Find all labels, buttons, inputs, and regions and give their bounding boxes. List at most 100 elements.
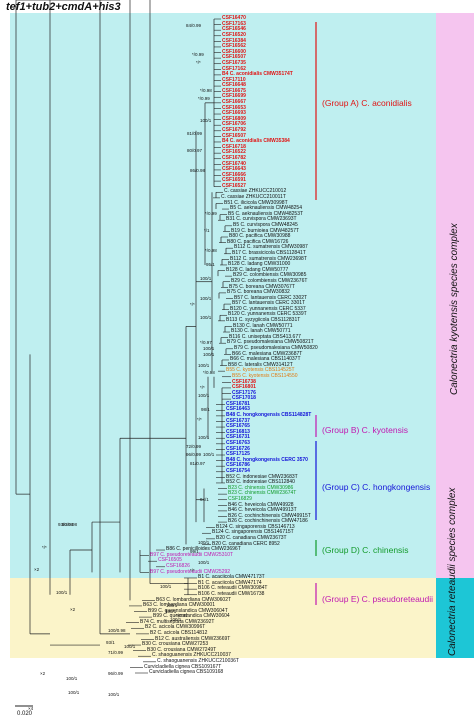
tip-label: B58 C. lateralis CMW31412T: [228, 361, 293, 368]
support-value: 100/1: [108, 692, 120, 697]
support-value: 93/1: [106, 640, 115, 645]
support-value: */*: [190, 568, 195, 573]
tip-label: B97 C. pseudoreteaudii CMW25310T: [150, 551, 234, 558]
tip-label: B63 C. lombardiana CMW30001: [143, 602, 215, 609]
support-value: */0.97: [176, 613, 188, 618]
tip-label: C. shaoguanensis ZHKUCC210036T: [157, 658, 239, 665]
tip-label: B124 C. singaporensis CBS146715T: [212, 529, 294, 536]
tip-label: B26 C. cochinchinensis CMW47186: [228, 518, 308, 525]
tip-label: C. cassiae ZHKUCC210011T: [221, 194, 286, 201]
tip-label: CSF16463: [226, 406, 250, 413]
support-value: 93/0.98: [58, 522, 74, 527]
tip-label: B12 C. australiensis CMW23669T: [155, 635, 231, 642]
support-value: 81/0.99: [187, 131, 203, 136]
support-value: 100/1: [124, 644, 136, 649]
tip-label: B4 C. aconidialis CMW35384: [222, 138, 290, 145]
reteaudii-complex-background: [10, 578, 436, 658]
support-value: 100/1: [198, 363, 210, 368]
support-value: 100/1: [200, 315, 212, 320]
tip-label: B75 C. boreana CMW30832: [227, 289, 290, 296]
tip-label: CSF16726: [226, 445, 250, 452]
tip-label: CSF16666: [222, 171, 246, 178]
tip-label: CSF16735: [222, 59, 246, 66]
support-value: 100/1: [165, 609, 177, 614]
tip-label: CSF16786: [226, 462, 250, 469]
tip-label: C. cassiae ZHKUCC210012: [224, 188, 287, 195]
tip-label: CSF17018: [232, 395, 256, 402]
tip-label: B29 C. colombiensis CMW30985: [233, 272, 307, 279]
support-value: 100/1: [198, 540, 210, 545]
tip-label: CSF16675: [222, 87, 246, 94]
support-value: 84/0.99: [186, 23, 202, 28]
support-value: */*: [200, 385, 205, 390]
group-d-label: (Group D) C. chinensis: [322, 545, 409, 555]
kyotensis-complex-band: Calonectria kyotensis species complex: [436, 13, 474, 578]
tip-label: CSF16738: [232, 378, 256, 385]
tip-label: B124 C. singaporensis CBS146713: [216, 523, 295, 530]
support-value: */0.98: [203, 370, 215, 375]
tip-label: CSF16699: [222, 93, 246, 100]
tip-label: CSF16763: [226, 440, 250, 447]
tip-label: CSF16813: [226, 428, 250, 435]
group-b-label: (Group B) C. kyotensis: [322, 425, 408, 435]
tip-label: CSF16782: [222, 154, 246, 161]
support-value: 100/1: [198, 435, 210, 440]
support-value: */*: [196, 60, 201, 65]
support-value: 95/1: [206, 262, 215, 267]
support-value: */0.98: [200, 88, 212, 93]
tip-label: CSF17162: [222, 65, 246, 72]
tip-label: B2 C. acicola CMW30996T: [145, 624, 206, 631]
support-value: 93/0.98: [62, 522, 78, 527]
tip-label: B75 C. boreana CMW30767T: [229, 283, 295, 290]
tip-label: CSF16826: [166, 562, 190, 569]
tip-label: CSF16643: [222, 166, 246, 173]
support-value: 100/1: [198, 393, 210, 398]
support-value: 100/0.98: [108, 628, 126, 633]
tip-label: B20 C. canadiana CERC 8952: [212, 540, 280, 547]
tip-label: B99 C. queenslandica CMW30604T: [148, 607, 228, 614]
tip-label: B106 C. reteaudii CMW30984T: [198, 585, 268, 592]
tip-label: CSF16507: [222, 132, 246, 139]
tip-label: CSF16653: [222, 104, 246, 111]
reteaudii-complex-band: Calonectria reteaudii species complex: [436, 488, 474, 658]
group-a-label: (Group A) C. aconidialis: [322, 98, 412, 108]
tip-label: CSF16781: [226, 400, 250, 407]
support-value: */1: [204, 228, 210, 233]
tip-label: B120 C. yunnanensis CERC 5339T: [228, 311, 307, 318]
tip-label: CSF16591: [222, 177, 246, 184]
support-value: ×2: [70, 607, 76, 612]
tip-label: B5 C. aeknauliensis CMW48253T: [228, 210, 304, 217]
tip-label: B99 C. queenslandica CMW30604: [153, 613, 230, 620]
tip-label: B17 C. brassicicola CBS112841T: [232, 249, 306, 256]
tip-label: CSF16600: [222, 48, 246, 55]
tip-label: B128 C. ladang CMW31000: [228, 261, 291, 268]
tip-label: CSF16801: [232, 384, 256, 391]
tip-label: B130 C. lanah CMW50771: [233, 322, 293, 329]
tip-label: B30 C. crousiana CMW27253: [142, 641, 209, 648]
tip-label: B79 C. pseudomalesiana CMW50821T: [227, 339, 314, 346]
support-value: 100/1: [203, 346, 215, 351]
support-value: 99/1: [190, 549, 199, 554]
kyotensis-complex-background: [10, 13, 436, 578]
tip-label: B80 C. pacifica CMW30988: [229, 233, 291, 240]
tip-label: CSF17163: [222, 20, 246, 27]
support-value: 100/1: [66, 676, 78, 681]
tip-label: B74 C. multiseptata CMW23692T: [140, 618, 215, 625]
tip-label: B57 C. lantauensis CERC 3302T: [234, 294, 308, 301]
tip-label: B79 C. pseudomalesiana CMW50820: [234, 344, 318, 351]
tip-label: B23 C. chinensis CMW30986: [228, 484, 294, 491]
tip-label: B48 C. hongkongensis CERC 3570: [226, 456, 308, 463]
tip-label: CSF16522: [222, 149, 246, 156]
tip-label: B63 C. lombardiana CMW30602T: [156, 596, 232, 603]
tip-label: B112 C. sumatrensis CMW23698T: [230, 255, 307, 262]
tip-label: B120 C. yunnanensis CERC 5337: [230, 305, 306, 312]
support-value: */0.99: [192, 52, 204, 57]
tip-label: B80 C. pacifica CMW16726: [227, 238, 289, 245]
tree-title: tef1+tub2+cmdA+his3: [6, 1, 121, 13]
tip-label: CSF16765: [226, 423, 250, 430]
support-value: 98/1: [201, 407, 210, 412]
tip-label: B57 C. lantauensis CERC 3301T: [232, 300, 306, 307]
tip-label: B106 C. reteaudii CMW16738: [198, 590, 265, 597]
support-value: 80/0.97: [187, 148, 203, 153]
